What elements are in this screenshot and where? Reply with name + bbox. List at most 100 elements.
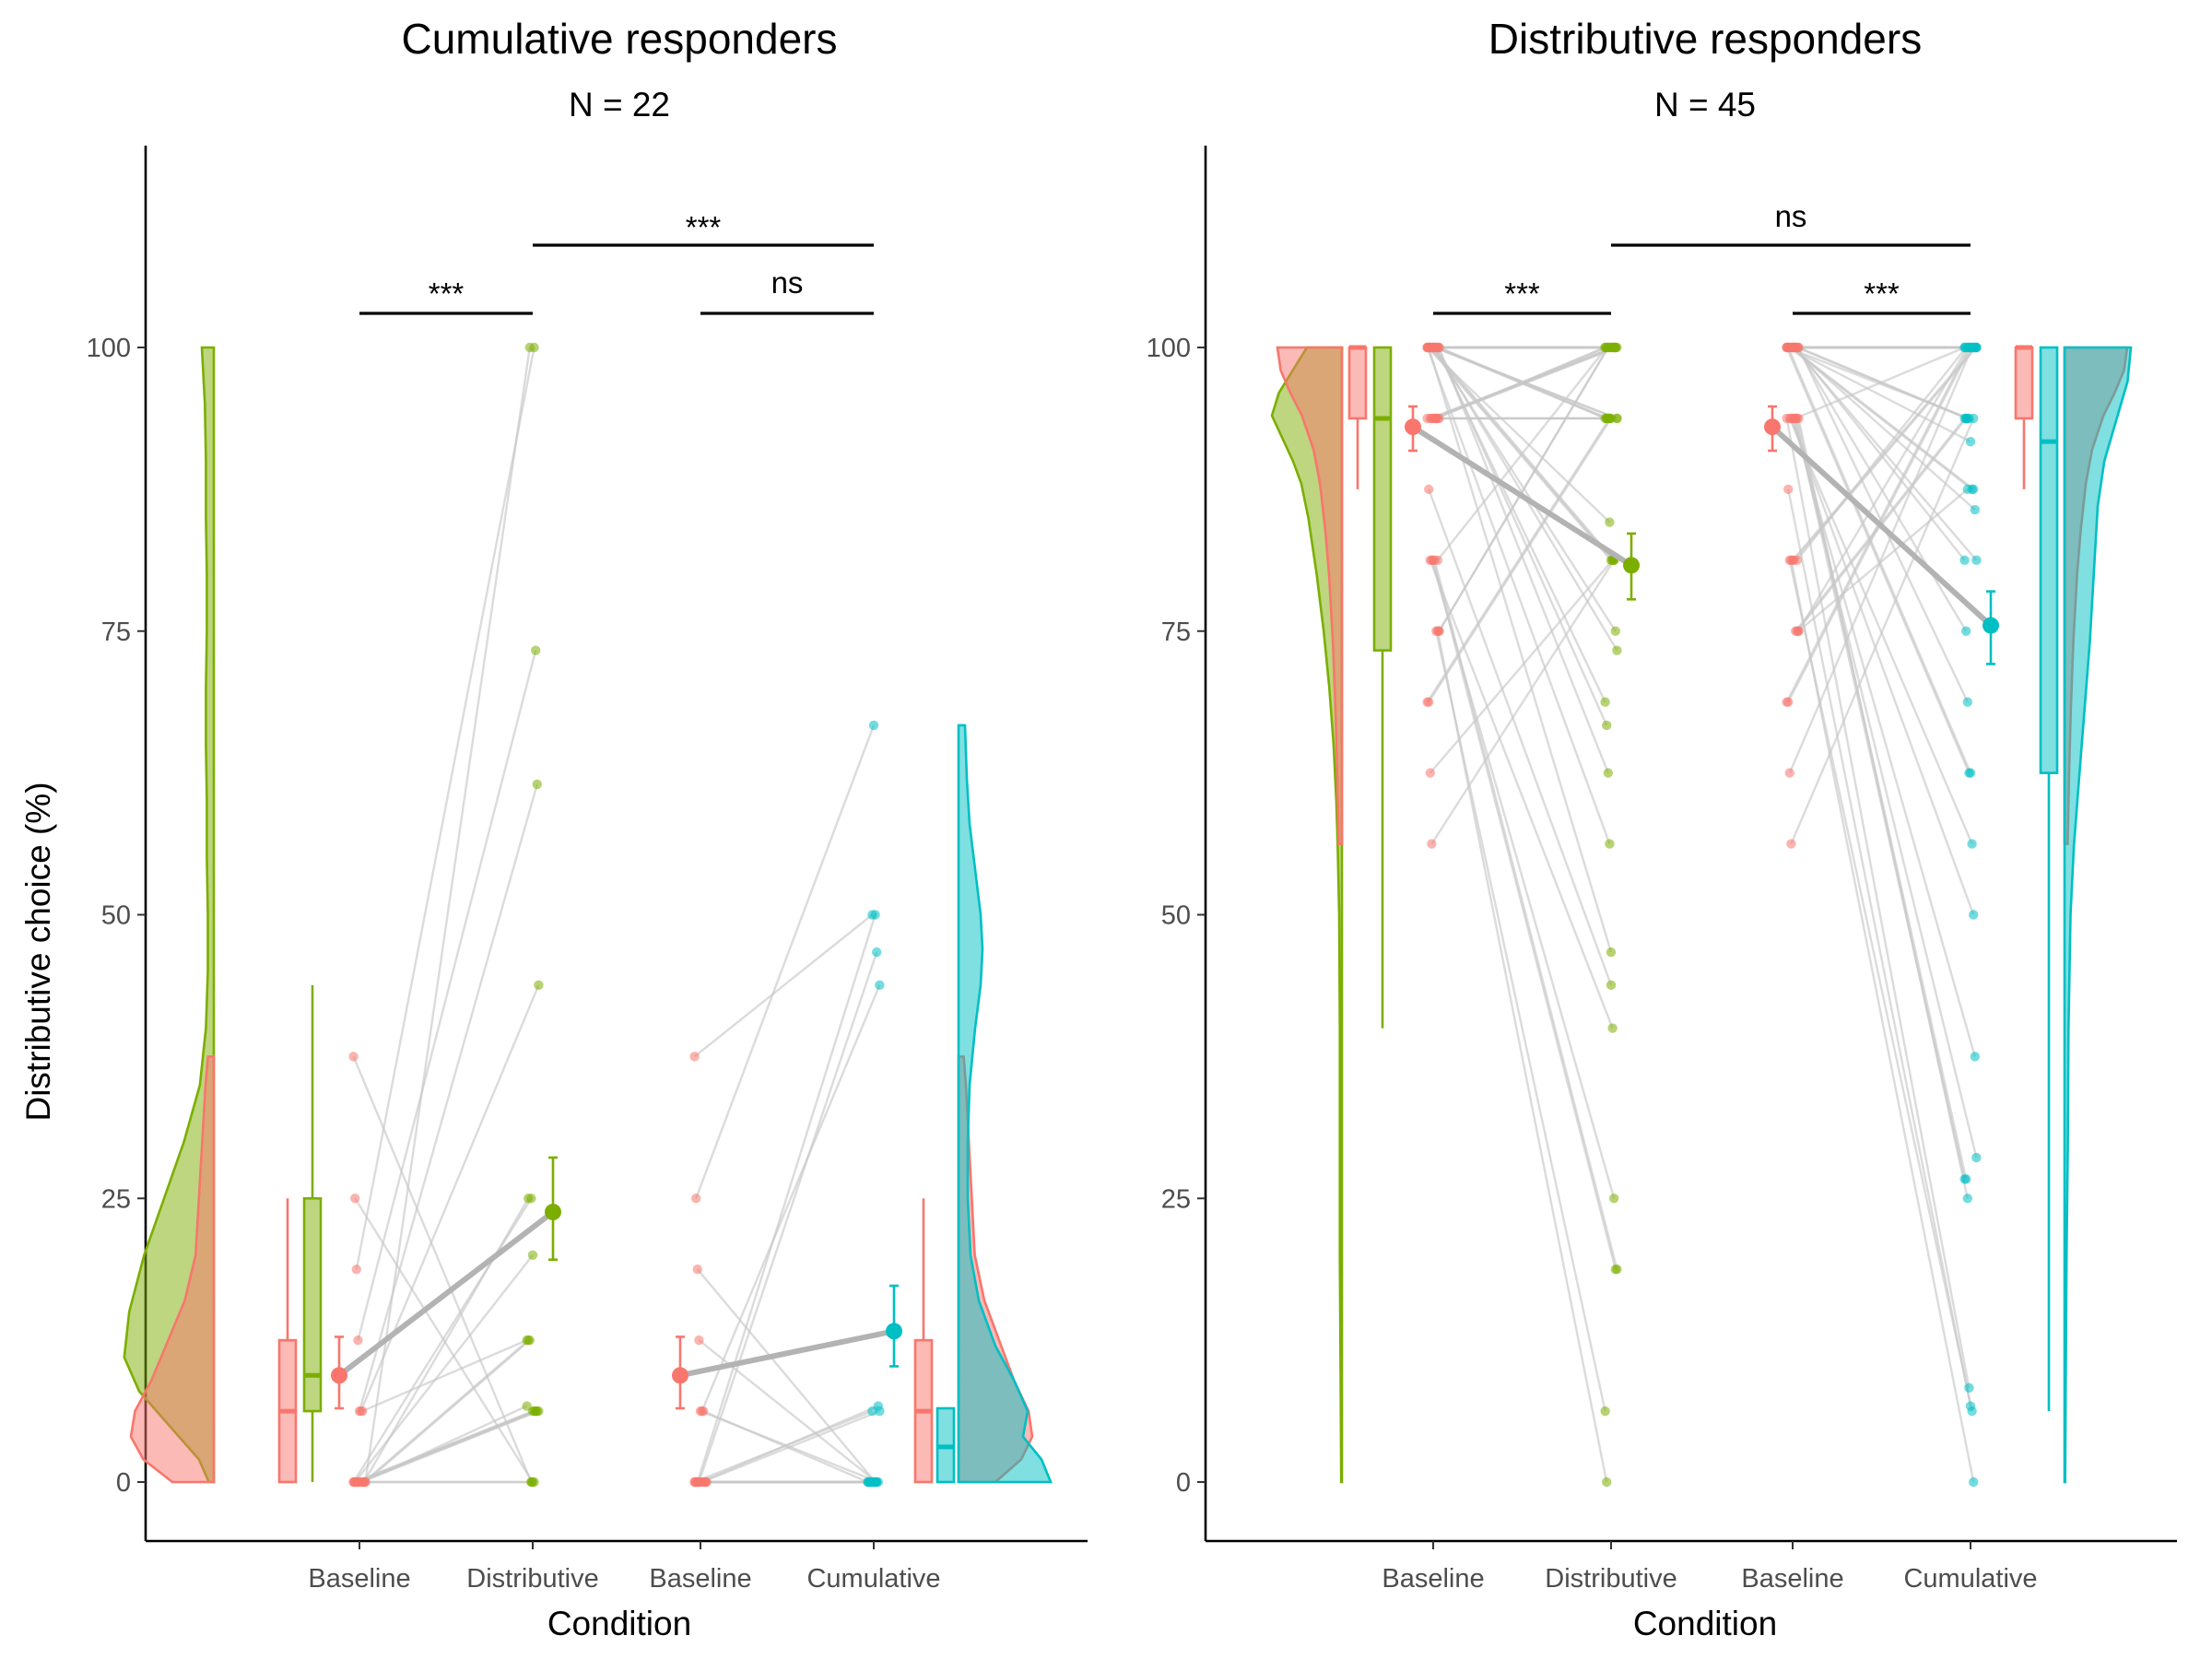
point-baseline bbox=[1424, 484, 1434, 495]
subject-line bbox=[1788, 418, 1973, 845]
point-treatment bbox=[1609, 1194, 1619, 1204]
x-tick-label: Baseline bbox=[1382, 1564, 1484, 1594]
subject-line bbox=[359, 984, 540, 1412]
point-baseline bbox=[689, 1052, 700, 1062]
subject-line bbox=[1428, 347, 1612, 561]
point-baseline bbox=[694, 1335, 704, 1346]
x-tick-label: Baseline bbox=[1741, 1564, 1843, 1594]
subject-line bbox=[698, 1339, 877, 1483]
panel-subtitle: N = 22 bbox=[569, 86, 670, 124]
point-treatment bbox=[1612, 1264, 1622, 1275]
y-tick-label: 75 bbox=[101, 618, 131, 647]
subject-line bbox=[698, 951, 878, 1483]
subject-line bbox=[361, 1339, 528, 1413]
point-baseline bbox=[691, 1194, 701, 1204]
mean-point bbox=[1405, 418, 1421, 436]
subject-line bbox=[693, 913, 874, 1058]
subject-line bbox=[701, 1409, 880, 1484]
point-treatment bbox=[1603, 342, 1614, 353]
significance-label: *** bbox=[429, 276, 465, 311]
subject-line bbox=[357, 1409, 536, 1484]
panel-subtitle: N = 45 bbox=[1654, 86, 1756, 124]
subject-line bbox=[354, 1197, 535, 1483]
point-treatment bbox=[1971, 342, 1982, 353]
point-baseline bbox=[1782, 413, 1792, 424]
point-treatment bbox=[875, 980, 885, 991]
subject-line bbox=[1795, 347, 1968, 561]
subject-line bbox=[1436, 630, 1608, 1483]
point-treatment bbox=[527, 1250, 538, 1261]
point-treatment bbox=[1605, 517, 1615, 527]
x-tick-label: Distributive bbox=[1545, 1564, 1677, 1594]
point-treatment bbox=[870, 910, 880, 920]
point-treatment bbox=[532, 779, 542, 790]
x-tick-label: Cumulative bbox=[806, 1564, 940, 1594]
subject-line bbox=[1436, 347, 1608, 726]
density-distributive bbox=[123, 346, 216, 1484]
point-baseline bbox=[1783, 697, 1794, 707]
point-baseline bbox=[692, 1264, 702, 1275]
point-baseline bbox=[1792, 555, 1803, 566]
subject-line bbox=[1790, 418, 1975, 845]
subject-line bbox=[354, 1254, 534, 1483]
subject-line bbox=[1431, 559, 1617, 1270]
point-baseline bbox=[701, 1477, 712, 1488]
significance-label: ns bbox=[1775, 199, 1807, 233]
point-treatment bbox=[1607, 1023, 1618, 1033]
mean-point bbox=[1983, 617, 1999, 634]
point-baseline bbox=[1434, 626, 1444, 636]
subject-line bbox=[1788, 347, 1973, 774]
mean-point bbox=[545, 1204, 561, 1221]
significance-label: *** bbox=[1864, 276, 1900, 311]
subject-line bbox=[1428, 488, 1613, 986]
subject-line bbox=[364, 1339, 531, 1483]
point-baseline bbox=[1784, 768, 1795, 778]
subject-line bbox=[1790, 559, 1975, 1483]
x-axis-title: Condition bbox=[547, 1605, 691, 1642]
boxplot-distributive bbox=[302, 1196, 323, 1413]
point-treatment bbox=[531, 645, 541, 655]
point-treatment bbox=[1967, 1406, 1977, 1417]
panel-title: Cumulative responders bbox=[401, 15, 837, 63]
point-treatment bbox=[1969, 413, 1979, 424]
subject-line bbox=[1794, 347, 1966, 561]
point-treatment bbox=[1612, 645, 1622, 655]
point-treatment bbox=[524, 342, 535, 353]
point-treatment bbox=[534, 980, 544, 991]
subject-line bbox=[1426, 418, 1611, 703]
y-tick-label: 25 bbox=[101, 1184, 131, 1214]
panel-cumulative-responders: Cumulative responders N = 22 0 25 50 75 100 Bas… bbox=[19, 15, 1088, 1642]
subject-line bbox=[1426, 347, 1611, 844]
point-treatment bbox=[1600, 1406, 1610, 1417]
point-treatment bbox=[1959, 555, 1970, 566]
subject-line bbox=[1795, 347, 1968, 632]
subject-line bbox=[364, 347, 531, 1483]
point-treatment bbox=[872, 947, 882, 958]
point-baseline bbox=[694, 1477, 704, 1488]
subject-line bbox=[695, 724, 876, 1199]
point-treatment bbox=[1965, 768, 1976, 778]
boxplot-cumulative bbox=[2039, 346, 2059, 774]
point-treatment bbox=[1962, 1194, 1972, 1204]
point-treatment bbox=[868, 720, 879, 731]
x-tick-label: Distributive bbox=[466, 1564, 598, 1594]
point-treatment bbox=[1610, 626, 1621, 636]
point-treatment bbox=[867, 1406, 877, 1417]
point-baseline bbox=[360, 1477, 371, 1488]
subject-line bbox=[352, 1197, 533, 1483]
significance-label: ns bbox=[771, 265, 804, 300]
point-treatment bbox=[1600, 697, 1610, 707]
point-treatment bbox=[875, 1406, 885, 1417]
point-treatment bbox=[1602, 1477, 1612, 1488]
subject-line bbox=[700, 984, 881, 1412]
point-treatment bbox=[1971, 1152, 1982, 1163]
point-baseline bbox=[1786, 839, 1796, 849]
point-treatment bbox=[1603, 768, 1614, 778]
x-tick-label: Baseline bbox=[649, 1564, 751, 1594]
density-cumulative bbox=[957, 724, 1053, 1484]
density-cumulative bbox=[2063, 346, 2133, 1484]
subject-line bbox=[1790, 418, 1975, 915]
point-baseline bbox=[1783, 484, 1794, 495]
subject-line bbox=[1797, 418, 1969, 1199]
